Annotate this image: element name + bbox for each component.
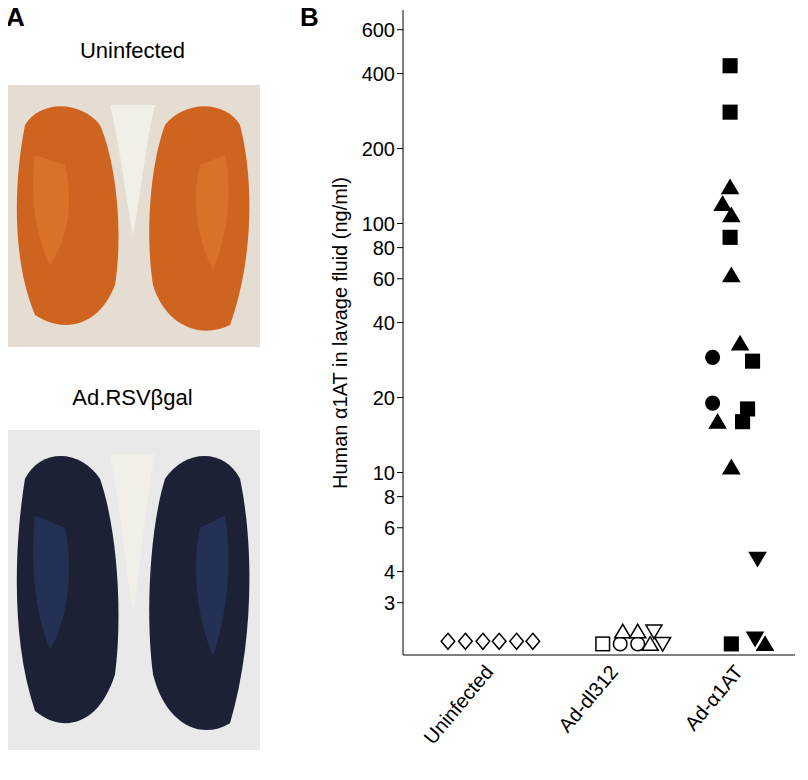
- svg-text:200: 200: [362, 138, 395, 160]
- svg-text:400: 400: [362, 63, 395, 85]
- svg-text:100: 100: [362, 213, 395, 235]
- html-text:B: B: [300, 2, 319, 32]
- svg-text:Ad-α1AT: Ad-α1AT: [680, 661, 747, 735]
- html-text:Ad.RSVβgal: Ad.RSVβgal: [72, 385, 193, 410]
- svg-text:8: 8: [384, 486, 395, 508]
- svg-text:Ad-dl312: Ad-dl312: [554, 661, 622, 736]
- svg-text:80: 80: [373, 237, 395, 259]
- svg-text:600: 600: [362, 19, 395, 41]
- svg-text:6: 6: [384, 517, 395, 539]
- html-text:Uninfected: Uninfected: [79, 38, 186, 63]
- svg-text:10: 10: [373, 462, 395, 484]
- svg-text:Uninfected: Uninfected: [419, 661, 497, 748]
- svg-text:20: 20: [373, 387, 395, 409]
- html-text:Human α1AT in lavage fluid (ng: Human α1AT in lavage fluid (ng/ml): [328, 177, 351, 489]
- html-text:A: A: [6, 2, 25, 32]
- svg-text:4: 4: [384, 561, 395, 583]
- svg-text:3: 3: [384, 592, 395, 614]
- svg-text:40: 40: [373, 312, 395, 334]
- svg-text:60: 60: [373, 268, 395, 290]
